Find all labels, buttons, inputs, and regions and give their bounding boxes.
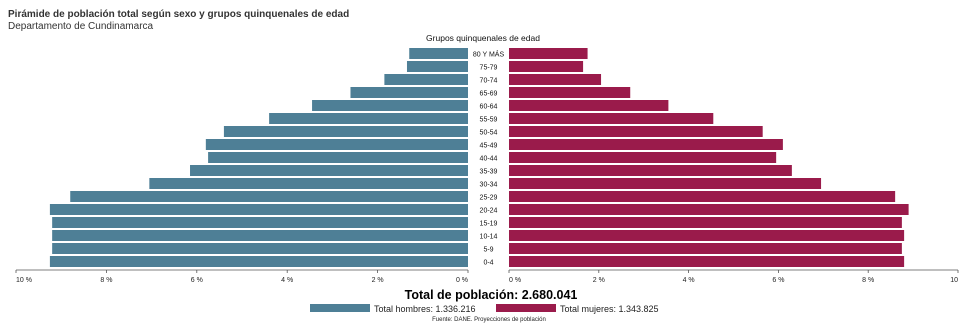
- category-label: 20-24: [480, 208, 498, 215]
- source-note: Fuente: DANE. Proyecciones de población: [432, 317, 546, 323]
- right-axis: 0 % 2 % 4 % 6 % 8 % 10: [508, 269, 959, 284]
- category-label: 45-49: [480, 143, 498, 150]
- axis-tick-label: 6 %: [772, 277, 784, 284]
- bar-women: [509, 126, 763, 137]
- chart-subtitle: Departamento de Cundinamarca: [8, 21, 154, 32]
- categories-title: Grupos quinquenales de edad: [426, 33, 540, 43]
- axis-tick-label: 8 %: [862, 277, 874, 284]
- bar-women: [509, 48, 588, 59]
- bar-men: [205, 139, 468, 150]
- category-label: 35-39: [480, 169, 498, 176]
- legend-swatch-women: [496, 304, 556, 312]
- women-series: [509, 48, 909, 267]
- bar-men: [208, 152, 468, 163]
- bar-women: [509, 87, 631, 98]
- bar-men: [312, 100, 468, 111]
- category-labels: 80 Y MÁS 75-79 70-74 65-69 60-64 55-59 50-54 45…: [473, 50, 505, 267]
- men-series: [49, 48, 469, 267]
- bar-men: [49, 256, 469, 267]
- bar-women: [509, 217, 902, 228]
- category-label: 15-19: [480, 221, 498, 228]
- bar-women: [509, 165, 792, 176]
- bar-women: [509, 61, 584, 72]
- bar-men: [52, 217, 468, 228]
- chart-title: Pirámide de población total según sexo y…: [8, 9, 350, 20]
- bar-men: [384, 74, 468, 85]
- category-label: 55-59: [480, 117, 498, 124]
- axis-tick-label: 10: [950, 277, 958, 284]
- legend-label-men: Total hombres: 1.336.216: [374, 304, 476, 314]
- bar-men: [149, 178, 468, 189]
- bar-women: [509, 204, 909, 215]
- category-label: 40-44: [480, 156, 498, 163]
- category-label: 60-64: [480, 104, 498, 111]
- bar-women: [509, 113, 714, 124]
- axis-tick-label: 10 %: [16, 277, 32, 284]
- bar-women: [509, 139, 783, 150]
- legend-label-women: Total mujeres: 1.343.825: [560, 304, 659, 314]
- axis-tick-label: 0 %: [509, 277, 521, 284]
- category-label: 5-9: [483, 247, 493, 254]
- legend-swatch-men: [310, 304, 370, 312]
- bar-men: [52, 243, 468, 254]
- bar-men: [70, 191, 469, 202]
- bar-men: [49, 204, 469, 215]
- bar-men: [350, 87, 468, 98]
- bar-women: [509, 74, 602, 85]
- category-label: 25-29: [480, 195, 498, 202]
- axis-tick-label: 6 %: [191, 277, 203, 284]
- axis-tick-label: 2 %: [593, 277, 605, 284]
- bar-women: [509, 230, 905, 241]
- bar-women: [509, 191, 896, 202]
- left-axis: 10 % 8 % 6 % 4 % 2 % 0 %: [15, 269, 469, 284]
- axis-tick-label: 0 %: [456, 277, 468, 284]
- total-population-label: Total de población: 2.680.041: [405, 288, 578, 302]
- bar-women: [509, 152, 777, 163]
- bar-men: [269, 113, 468, 124]
- axis-tick-label: 4 %: [281, 277, 293, 284]
- bar-women: [509, 100, 669, 111]
- axis-tick-label: 4 %: [683, 277, 695, 284]
- bar-women: [509, 243, 902, 254]
- bar-women: [509, 256, 905, 267]
- bar-men: [409, 48, 468, 59]
- category-label: 70-74: [480, 78, 498, 85]
- category-label: 10-14: [480, 234, 498, 241]
- bar-men: [190, 165, 468, 176]
- bar-men: [406, 61, 468, 72]
- category-label: 30-34: [480, 182, 498, 189]
- bar-women: [509, 178, 822, 189]
- bar-men: [52, 230, 468, 241]
- category-label: 75-79: [480, 65, 498, 72]
- category-label: 80 Y MÁS: [473, 50, 505, 59]
- category-label: 50-54: [480, 130, 498, 137]
- bar-men: [223, 126, 468, 137]
- axis-tick-label: 8 %: [100, 277, 112, 284]
- category-label: 0-4: [483, 260, 493, 267]
- category-label: 65-69: [480, 91, 498, 98]
- axis-tick-label: 2 %: [372, 277, 384, 284]
- legend: Total hombres: 1.336.216 Total mujeres: …: [310, 304, 659, 314]
